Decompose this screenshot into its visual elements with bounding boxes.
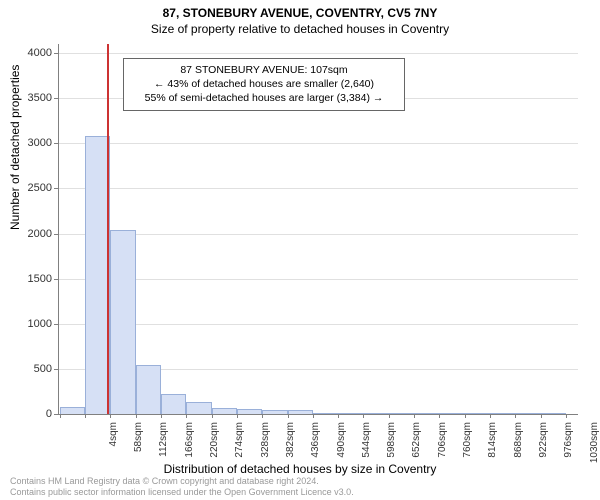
footer-line-2: Contains public sector information licen… bbox=[10, 487, 354, 498]
histogram-bar bbox=[110, 230, 135, 414]
histogram-bar bbox=[161, 394, 186, 414]
footer-line-1: Contains HM Land Registry data © Crown c… bbox=[10, 476, 354, 487]
plot-area: 4sqm58sqm112sqm166sqm220sqm274sqm328sqm3… bbox=[58, 44, 578, 414]
y-tick-label: 2000 bbox=[12, 228, 52, 240]
histogram-bar bbox=[186, 402, 211, 414]
chart-subtitle: Size of property relative to detached ho… bbox=[0, 20, 600, 36]
histogram-bar bbox=[60, 407, 85, 414]
y-tick-label: 4000 bbox=[12, 47, 52, 59]
chart-title: 87, STONEBURY AVENUE, COVENTRY, CV5 7NY bbox=[0, 0, 600, 20]
annotation-box: 87 STONEBURY AVENUE: 107sqm← 43% of deta… bbox=[123, 58, 405, 111]
y-tick-label: 3000 bbox=[12, 137, 52, 149]
y-tick-label: 500 bbox=[12, 363, 52, 375]
x-axis-label: Distribution of detached houses by size … bbox=[0, 462, 600, 476]
reference-line bbox=[107, 44, 109, 414]
annotation-line: 55% of semi-detached houses are larger (… bbox=[132, 91, 396, 105]
annotation-line: ← 43% of detached houses are smaller (2,… bbox=[132, 77, 396, 91]
y-tick-label: 2500 bbox=[12, 182, 52, 194]
y-tick-label: 1500 bbox=[12, 273, 52, 285]
annotation-line: 87 STONEBURY AVENUE: 107sqm bbox=[132, 63, 396, 77]
chart-container: 87, STONEBURY AVENUE, COVENTRY, CV5 7NY … bbox=[0, 0, 600, 500]
y-tick-label: 0 bbox=[12, 408, 52, 420]
footer: Contains HM Land Registry data © Crown c… bbox=[10, 476, 354, 498]
y-tick-label: 1000 bbox=[12, 318, 52, 330]
histogram-bar bbox=[136, 365, 161, 414]
y-tick-label: 3500 bbox=[12, 92, 52, 104]
